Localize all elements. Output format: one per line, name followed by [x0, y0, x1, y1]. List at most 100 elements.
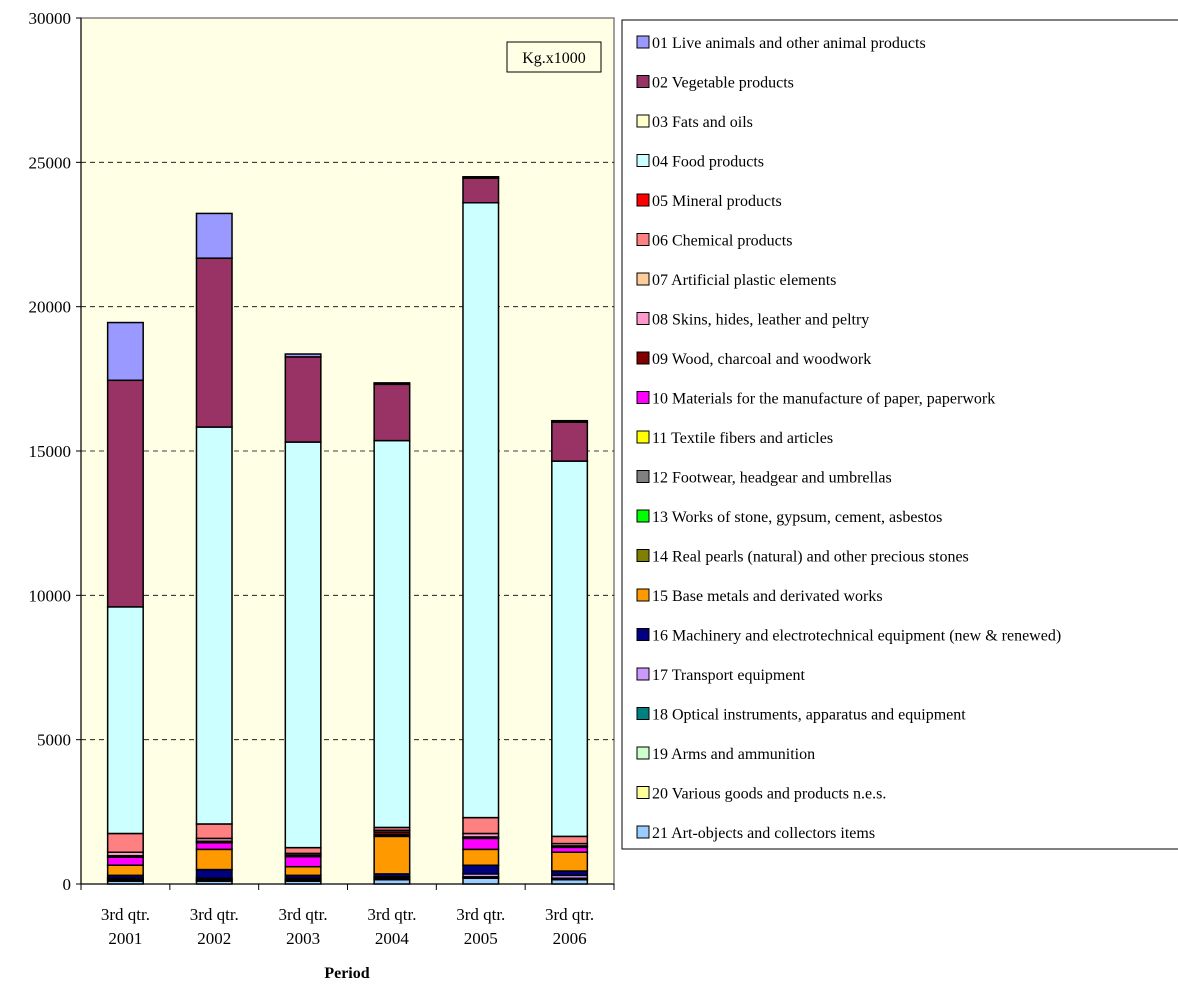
legend-label: 18 Optical instruments, apparatus and eq… [652, 707, 966, 724]
y-tick-label: 25000 [29, 153, 72, 172]
legend-swatch [636, 667, 650, 681]
x-tick-label: 3rd qtr. 2001 [101, 905, 150, 948]
bar-segment [284, 353, 322, 358]
bar-segment [195, 868, 233, 879]
legend-swatch [636, 588, 650, 602]
y-tick-label: 0 [63, 875, 72, 894]
legend-label: 05 Mineral products [652, 193, 782, 210]
x-tick-label-line: 2006 [553, 929, 587, 948]
bar-segment [284, 441, 322, 849]
y-tick-label: 30000 [29, 9, 72, 28]
x-tick-label-line: 3rd qtr. [190, 905, 239, 924]
x-tick-label-line: 3rd qtr. [279, 905, 328, 924]
legend: 01 Live animals and other animal product… [621, 19, 1178, 850]
unit-label-box [506, 41, 602, 73]
legend-swatch [636, 746, 650, 760]
legend-swatch [636, 154, 650, 167]
bar-segment [551, 421, 589, 462]
unit-label: Kg.x1000 [522, 50, 586, 67]
legend-label: 11 Textile fibers and articles [652, 430, 833, 447]
x-tick-label: 3rd qtr. 2005 [456, 905, 505, 948]
x-tick-label: 3rd qtr. 2006 [545, 905, 594, 948]
bar-segment [106, 379, 144, 608]
bar-stack [106, 321, 144, 885]
bar-stack [195, 212, 233, 885]
legend-label: 03 Fats and oils [652, 114, 753, 131]
bar-segment [373, 439, 411, 829]
y-tick-label: 15000 [29, 442, 72, 461]
bar-stack [284, 353, 322, 885]
y-axis-ticks: 0 5000 10000 15000 20000 25000 30000 [29, 9, 81, 894]
bar-segment [106, 606, 144, 835]
bar-segment [106, 321, 144, 382]
bar-segment [462, 176, 500, 179]
legend-swatch [636, 272, 650, 286]
bar-stack [373, 382, 411, 885]
legend-label: 01 Live animals and other animal product… [652, 35, 926, 52]
bar-segment [106, 856, 144, 866]
legend-swatch [636, 707, 650, 720]
bar-segment [284, 846, 322, 855]
bar-stacks [106, 176, 589, 885]
x-tick-label-line: 2001 [108, 929, 142, 948]
x-tick-label-line: 3rd qtr. [545, 905, 594, 924]
legend-swatch [636, 509, 650, 523]
legend-swatch [636, 549, 650, 562]
legend-label: 08 Skins, hides, leather and peltry [652, 312, 869, 329]
legend-swatch [636, 470, 650, 483]
bar-segment [195, 841, 233, 851]
legend-label: 04 Food products [652, 154, 764, 171]
legend-label: 12 Footwear, headgear and umbrellas [652, 470, 892, 487]
legend-label: 21 Art-objects and collectors items [652, 825, 875, 842]
bar-segment [106, 832, 144, 853]
bar-segment [373, 383, 411, 442]
x-tick-label-line: 3rd qtr. [456, 905, 505, 924]
bar-segment [462, 848, 500, 866]
y-tick-label: 20000 [29, 298, 72, 317]
bar-stack [551, 419, 589, 885]
y-tick-label: 10000 [29, 586, 72, 605]
legend-label: 07 Artificial plastic elements [652, 272, 836, 289]
bar-segment [284, 865, 322, 877]
x-tick-label: 3rd qtr. 2003 [279, 905, 328, 948]
legend-swatch [636, 825, 650, 839]
legend-swatch [636, 35, 650, 49]
legend-swatch [636, 351, 650, 365]
x-tick-label-line: 3rd qtr. [101, 905, 150, 924]
legend-swatch [636, 233, 650, 246]
bar-segment [195, 257, 233, 428]
legend-label: 16 Machinery and electrotechnical equipm… [652, 628, 1061, 645]
legend-label: 10 Materials for the manufacture of pape… [652, 391, 995, 408]
x-tick-label: 3rd qtr. 2002 [190, 905, 239, 948]
bar-segment [373, 382, 411, 386]
bar-segment [462, 177, 500, 204]
bar-segment [284, 356, 322, 443]
bar-segment [551, 835, 589, 845]
legend-label: 02 Vegetable products [652, 75, 794, 92]
y-tick-label: 5000 [37, 731, 71, 750]
x-axis-title: Period [324, 965, 369, 982]
bar-segment [462, 201, 500, 819]
bar-segment [551, 460, 589, 838]
legend-swatch [636, 75, 650, 88]
legend-label: 13 Works of stone, gypsum, cement, asbes… [652, 509, 942, 526]
bar-segment [551, 419, 589, 423]
x-tick-label-line: 2003 [286, 929, 320, 948]
bar-stack [462, 176, 500, 885]
bar-segment [195, 212, 233, 259]
bar-segment [462, 837, 500, 851]
x-tick-label: 3rd qtr. 2004 [367, 905, 416, 948]
gridlines [81, 161, 614, 741]
bar-segment [195, 823, 233, 840]
legend-label: 09 Wood, charcoal and woodwork [652, 351, 871, 368]
x-tick-label-line: 3rd qtr. [367, 905, 416, 924]
legend-label: 19 Arms and ammunition [652, 746, 815, 763]
x-tick-label-line: 2002 [197, 929, 231, 948]
bar-segment [551, 851, 589, 872]
legend-label: 20 Various goods and products n.e.s. [652, 786, 886, 803]
x-tick-label-line: 2004 [375, 929, 410, 948]
legend-label: 14 Real pearls (natural) and other preci… [652, 549, 969, 566]
bar-segment [462, 877, 500, 885]
legend-label: 17 Transport equipment [652, 667, 805, 684]
bar-segment [195, 426, 233, 825]
